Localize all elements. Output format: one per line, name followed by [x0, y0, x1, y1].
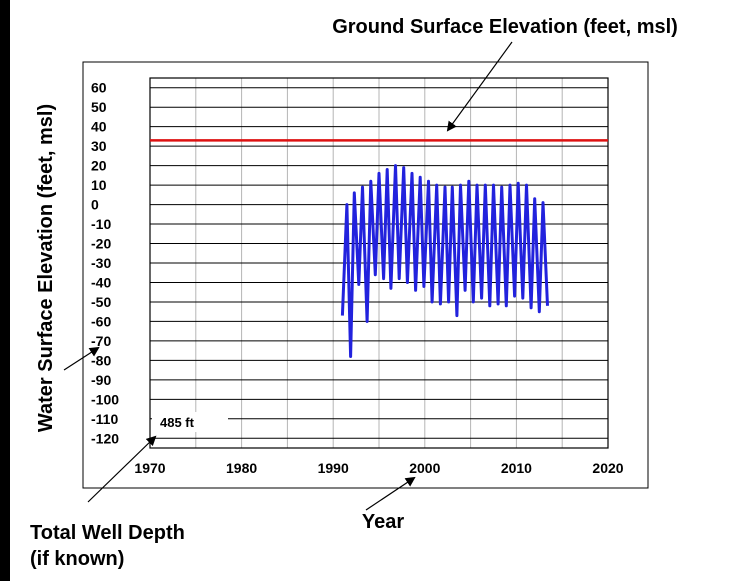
y-tick-label: -100: [91, 391, 119, 407]
y-tick-label: 60: [91, 80, 107, 96]
y-tick-label: 30: [91, 138, 107, 154]
y-tick-label: -80: [91, 352, 111, 368]
well-depth-box: [152, 412, 228, 432]
y-tick-label: -10: [91, 216, 111, 232]
well-depth-label-line2: (if known): [30, 548, 124, 570]
y-tick-label: -50: [91, 294, 111, 310]
well-depth-label-line1: Total Well Depth: [30, 522, 185, 544]
y-tick-label: 0: [91, 197, 99, 213]
y-tick-label: -70: [91, 333, 111, 349]
x-tick-label: 1980: [226, 460, 257, 476]
y-tick-label: 50: [91, 99, 107, 115]
x-tick-label: 1970: [134, 460, 165, 476]
x-tick-label: 2020: [592, 460, 623, 476]
y-tick-label: 40: [91, 119, 107, 135]
ground-surface-arrow: [446, 41, 513, 132]
x-tick-label: 2010: [501, 460, 532, 476]
x-axis-title: Year: [362, 511, 404, 533]
y-tick-label: -30: [91, 255, 111, 271]
water-level-series: [340, 164, 549, 358]
y-tick-label: 20: [91, 158, 107, 174]
y-tick-label: -40: [91, 274, 111, 290]
well-depth-arrow: [87, 435, 157, 503]
x-axis-arrow: [365, 476, 416, 511]
y-tick-labels: 60 50 40 30 20 10 0 -10 -20 -30 -40 -50 -60 -70 -80 -90…: [91, 80, 119, 447]
plot-border: [149, 77, 609, 449]
x-tick-label: 1990: [318, 460, 349, 476]
y-tick-label: -120: [91, 430, 119, 446]
y-tick-label: -90: [91, 372, 111, 388]
y-tick-label: 10: [91, 177, 107, 193]
y-axis-arrow: [63, 346, 100, 371]
ground-surface-label: Ground Surface Elevation (feet, msl): [332, 16, 678, 38]
y-tick-label: -20: [91, 236, 111, 252]
y-tick-label: -110: [91, 411, 118, 427]
left-edge-bar: [0, 0, 10, 581]
x-tick-label: 2000: [409, 460, 440, 476]
x-tick-labels: 1970 1980 1990 2000 2010 2020: [134, 460, 623, 476]
y-tick-label: -60: [91, 313, 111, 329]
well-depth-value: 485 ft: [160, 415, 195, 430]
y-axis-title: Water Surface Elevation (feet, msl): [35, 104, 57, 432]
horizontal-gridlines: [150, 87, 608, 439]
